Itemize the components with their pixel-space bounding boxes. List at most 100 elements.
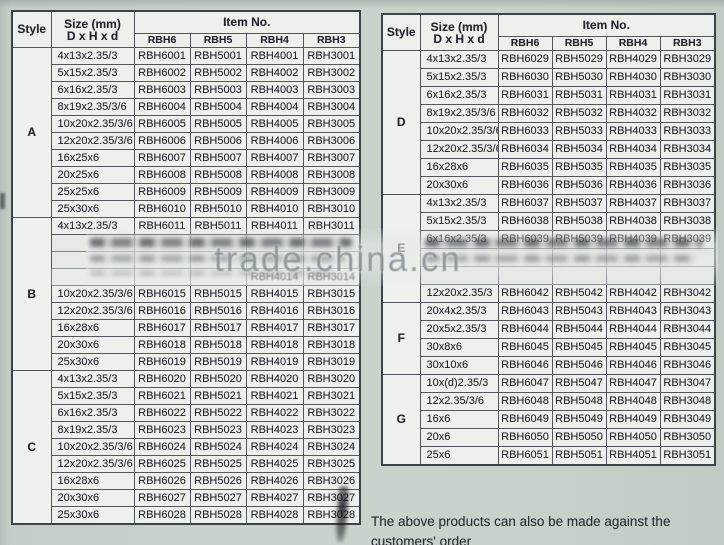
item-no-cell: RBH4027: [245, 489, 304, 507]
item-no-cell: RBH6024: [133, 438, 191, 456]
table-row: 6x16x2.35/3 RBH6031 RBH5031 RBH4031 RBH3031: [382, 86, 716, 105]
item-no-cell: RBH6048: [497, 392, 553, 411]
item-no-cell: RBH5003: [189, 81, 247, 99]
item-no-cell: RBH5026: [189, 472, 247, 490]
size-cell: 12x20x2.35/3/6: [50, 132, 135, 150]
series-header-rbh5: RBH5: [551, 36, 607, 51]
item-no-cell: RBH5021: [189, 387, 247, 405]
item-no-cell: RBH6010: [133, 200, 191, 218]
item-no-cell: RBH5048: [551, 392, 607, 411]
item-no-cell: RBH3017: [302, 319, 361, 337]
item-no-cell: RBH4026: [245, 472, 304, 490]
table-row: 25x25x6 RBH6009 RBH5009 RBH4009 RBH3009: [12, 183, 361, 201]
item-no-cell: RBH5034: [551, 140, 607, 159]
item-no-cell: RBH3016: [302, 302, 361, 320]
table-row: 25x6 RBH6051 RBH5051 RBH4051 RBH3051: [382, 446, 716, 466]
size-cell: 10x20x2.35/3/6: [419, 122, 499, 141]
item-no-cell: RBH4002: [245, 64, 304, 82]
item-no-cell: RBH4010: [245, 200, 304, 218]
item-no-cell: RBH3024: [302, 438, 361, 456]
item-no-cell: RBH4023: [245, 421, 304, 439]
item-no-cell: RBH5051: [551, 446, 607, 466]
item-no-cell: RBH5030: [551, 68, 607, 87]
size-cell: 25x30x6: [50, 353, 135, 371]
item-no-cell: RBH4049: [605, 410, 661, 429]
size-cell: 6x16x2.35/3: [419, 230, 499, 249]
item-no-cell: RBH4028: [245, 506, 304, 525]
item-no-cell: RBH4032: [605, 104, 661, 123]
size-header-line1: Size (mm): [430, 19, 488, 34]
size-cell: 30x10x6: [419, 356, 499, 375]
item-no-cell: RBH6016: [133, 302, 191, 320]
item-no-cell: RBH3025: [302, 455, 361, 473]
item-no-cell: RBH6007: [133, 149, 191, 167]
table-row: 5x15x2.35/3 RBH6038 RBH5038 RBH4038 RBH3038: [382, 212, 716, 231]
item-no-cell: RBH4005: [245, 115, 304, 133]
size-cell: [50, 268, 135, 286]
item-no-cell: RBH5050: [551, 428, 607, 447]
item-no-cell: RBH5049: [551, 410, 607, 429]
item-no-cell: RBH5031: [551, 86, 607, 105]
table-row: 12x20x2.35/3/6 RBH6034 RBH5034 RBH4034 RBH30…: [382, 140, 716, 159]
size-cell: 25x30x6: [50, 506, 135, 525]
item-no-cell: RBH3023: [302, 421, 361, 439]
item-no-cell: RBH3036: [659, 176, 716, 195]
table-body-right: D 4x13x2.35/3 RBH6029 RBH5029 RBH4029 RBH3029…: [381, 50, 716, 466]
size-cell: 5x15x2.35/3: [419, 68, 499, 87]
item-no-cell: RBH3015: [302, 285, 361, 303]
table-row: 10x20x2.35/3/6 RBH6015 RBH5015 RBH4015 RBH30…: [12, 285, 361, 303]
table-row: 8x19x2.35/3 RBH6023 RBH5023 RBH4023 RBH3023: [12, 421, 361, 439]
size-header-line1: Size (mm): [64, 16, 121, 31]
table-row: 8x19x2.35/3/6 RBH6032 RBH5032 RBH4032 RBH303…: [382, 104, 716, 123]
size-cell: 12x20x2.35/3/6: [50, 302, 135, 320]
item-no-cell: RBH6036: [497, 176, 553, 195]
size-cell: 20x30x6: [50, 336, 135, 354]
item-no-cell: RBH3020: [302, 370, 361, 388]
table-row: 20x6 RBH6050 RBH5050 RBH4050 RBH3050: [382, 428, 716, 447]
series-header-rbh6: RBH6: [497, 36, 553, 51]
table-row: 10x20x2.35/3/6 RBH6005 RBH5005 RBH4005 RBH30…: [12, 115, 361, 133]
size-cell: 10x20x2.35/3/6: [50, 438, 135, 456]
item-no-cell: RBH3047: [659, 374, 716, 393]
item-no-cell: RBH3003: [302, 81, 361, 99]
item-no-cell: RBH4017: [245, 319, 304, 337]
item-no-cell: RBH6006: [133, 132, 191, 150]
item-no-cell: RBH5022: [189, 404, 247, 422]
item-no-cell: RBH6039: [497, 230, 553, 249]
size-column-header: Size (mm) D x H x d: [419, 13, 499, 51]
size-cell: 20x25x6: [50, 166, 135, 184]
item-no-cell: RBH5025: [189, 455, 247, 473]
item-no-cell: RBH4048: [605, 392, 661, 411]
item-no-cell: RBH4051: [605, 446, 661, 466]
item-no-cell: RBH5036: [551, 176, 607, 195]
item-no-cell: RBH6026: [133, 472, 191, 490]
item-no-cell: RBH3001: [302, 47, 361, 65]
item-no-cell: [497, 248, 553, 267]
item-no-cell: RBH4011: [245, 217, 304, 235]
style-group-label: E: [381, 194, 421, 303]
item-no-cell: RBH6029: [497, 50, 553, 69]
item-no-cell: RBH5029: [551, 50, 607, 69]
item-no-cell: RBH4008: [245, 166, 304, 184]
series-header-rbh3: RBH3: [302, 33, 361, 48]
item-no-cell: RBH3019: [302, 353, 361, 371]
table-row: 16x28x6 RBH6017 RBH5017 RBH4017 RBH3017: [12, 319, 361, 337]
size-cell: 20x4x2.35/3: [419, 302, 499, 321]
table-row: 12x2.35/3/6 RBH6048 RBH5048 RBH4048 RBH3048: [382, 392, 716, 411]
item-no-cell: RBH4024: [245, 438, 304, 456]
item-no-cell: RBH4035: [605, 158, 661, 177]
item-no-cell: RBH4021: [245, 387, 304, 405]
size-header-line2: D x H x d: [433, 31, 485, 46]
table-row: 20x5x2.35/3 RBH6044 RBH5044 RBH4044 RBH3044: [382, 320, 716, 339]
item-no-cell: RBH6017: [133, 319, 191, 337]
item-no-cell: RBH6037: [497, 194, 553, 213]
table-row: 6x16x2.35/3 RBH6022 RBH5022 RBH4022 RBH3022: [12, 404, 361, 422]
series-header-rbh6: RBH6: [133, 33, 191, 48]
size-cell: 8x19x2.35/3/6: [50, 98, 135, 116]
item-no-cell: RBH5008: [189, 166, 247, 184]
item-no-cell: [189, 251, 247, 269]
table-row: A 4x13x2.35/3 RBH6001 RBH5001 RBH4001 RBH3001: [11, 47, 361, 218]
item-no-cell: RBH6028: [133, 506, 191, 525]
item-no-cell: RBH4038: [605, 212, 661, 231]
table-row: 6x16x2.35/3 RBH6003 RBH5003 RBH4003 RBH3003: [12, 81, 361, 99]
